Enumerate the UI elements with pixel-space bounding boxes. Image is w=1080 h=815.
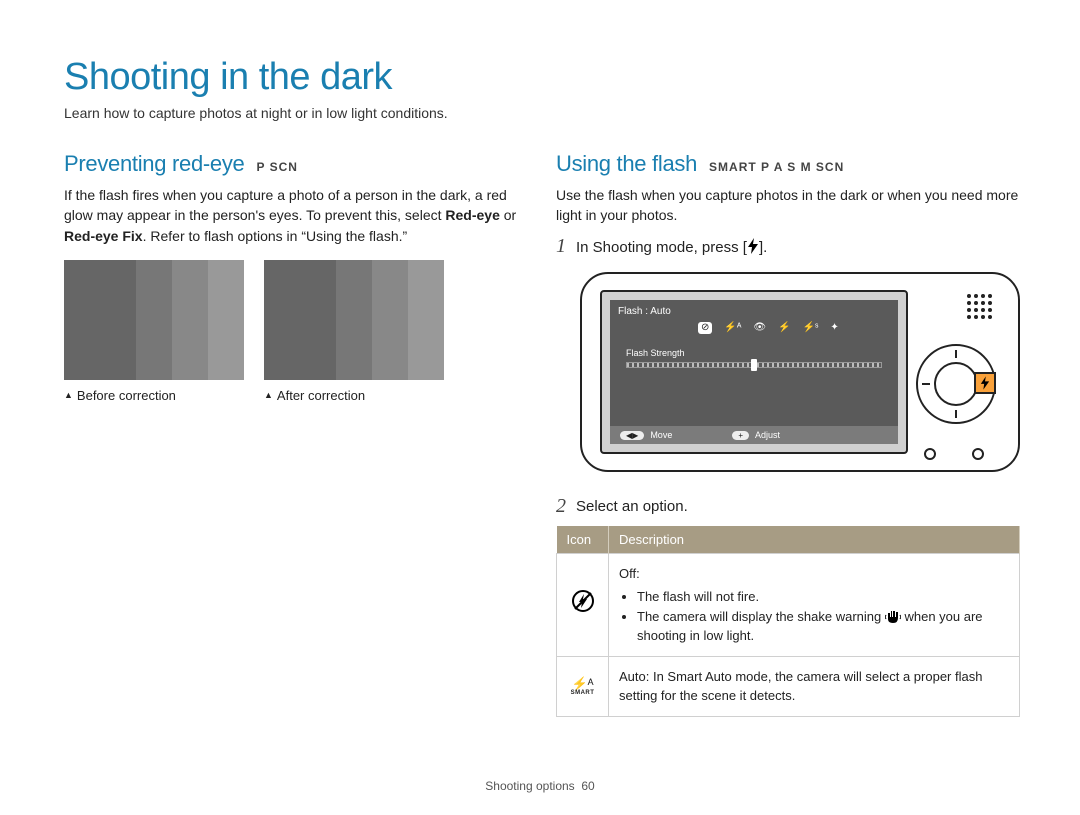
photo-before-block: ▲ Before correction (64, 260, 244, 403)
dpad-down-icon (955, 410, 957, 418)
table-header-description: Description (609, 526, 1020, 554)
table-header-row: Icon Description (557, 526, 1020, 554)
red-eye-body: If the flash fires when you capture a ph… (64, 185, 520, 246)
mode-tags-red-eye: P SCN (256, 160, 297, 174)
option-auto-description: Auto: In Smart Auto mode, the camera wil… (609, 656, 1020, 716)
step-2-text: Select an option. (576, 496, 688, 515)
dpad-ring (916, 344, 996, 424)
step-1: 1 In Shooting mode, press []. (556, 236, 1020, 258)
flash-auto-icon: ⚡ᴬ (724, 322, 741, 333)
lcd-adjust-hint: + Adjust (732, 430, 780, 440)
column-left: Preventing red-eye P SCN If the flash fi… (64, 151, 520, 717)
table-header-icon: Icon (557, 526, 609, 554)
step-number: 1 (556, 236, 566, 256)
photo-before (64, 260, 244, 380)
camera-lcd-frame: Flash : Auto ⊘ ⚡ᴬ 👁 ⚡ ⚡ˢ ✦ Flash Strengt… (600, 290, 908, 454)
dpad-center (934, 362, 978, 406)
triangle-icon: ▲ (264, 390, 273, 400)
heading-red-eye: Preventing red-eye (64, 151, 244, 177)
page-subtitle: Learn how to capture photos at night or … (64, 105, 1020, 121)
flash-icon (980, 376, 990, 390)
section-head-red-eye: Preventing red-eye P SCN (64, 151, 520, 177)
option-off-title: Off (619, 566, 636, 581)
dpad-flash-button-highlight (974, 372, 996, 394)
example-photo-row: ▲ Before correction ▲ After correction (64, 260, 520, 403)
table-row: Off: The flash will not fire. The camera… (557, 553, 1020, 656)
footer-page-number: 60 (581, 779, 594, 793)
caption-before-text: Before correction (77, 388, 176, 403)
option-auto-icon: ⚡ᴬSMART (557, 656, 609, 716)
step-number: 2 (556, 496, 566, 516)
flash-redeye-fix-icon: ✦ (830, 322, 838, 333)
camera-button-2 (972, 448, 984, 460)
option-off-bullet-2: The camera will display the shake warnin… (637, 607, 1009, 646)
table-row: ⚡ᴬSMART Auto: In Smart Auto mode, the ca… (557, 656, 1020, 716)
camera-button-1 (924, 448, 936, 460)
option-off-bullet-1: The flash will not fire. (637, 587, 1009, 607)
lcd-move-label: Move (650, 430, 672, 440)
text: or (500, 207, 516, 223)
steps-list: 1 In Shooting mode, press []. (556, 236, 1020, 258)
text: The camera will display the shake warnin… (637, 609, 885, 624)
page-title: Shooting in the dark (64, 56, 1020, 99)
caption-after-text: After correction (277, 388, 365, 403)
option-off-description: Off: The flash will not fire. The camera… (609, 553, 1020, 656)
lcd-bottom-bar: ◀▶ Move + Adjust (610, 426, 898, 444)
camera-lcd: Flash : Auto ⊘ ⚡ᴬ 👁 ⚡ ⚡ˢ ✦ Flash Strengt… (610, 300, 898, 444)
lcd-flash-strength-label: Flash Strength (626, 348, 685, 358)
caption-after: ▲ After correction (264, 388, 444, 403)
mode-tags-flash: SMART P A S M SCN (709, 160, 844, 174)
column-right: Using the flash SMART P A S M SCN Use th… (556, 151, 1020, 717)
lcd-flash-strength-marker (751, 359, 757, 371)
flash-off-icon: ⊘ (698, 322, 712, 334)
lcd-title: Flash : Auto (618, 306, 671, 317)
arrow-icon: ◀▶ (620, 431, 644, 440)
text-bold: Red-eye (445, 207, 499, 223)
photo-after (264, 260, 444, 380)
section-head-flash: Using the flash SMART P A S M SCN (556, 151, 1020, 177)
triangle-icon: ▲ (64, 390, 73, 400)
heading-flash: Using the flash (556, 151, 697, 177)
text: In Shooting mode, press [ (576, 239, 747, 256)
text: If the flash fires when you capture a ph… (64, 187, 507, 223)
flash-redeye-icon: 👁 (753, 322, 766, 333)
step-1-text: In Shooting mode, press []. (576, 236, 767, 258)
option-off-icon (557, 553, 609, 656)
dpad-left-icon (922, 383, 930, 385)
lcd-move-hint: ◀▶ Move (620, 430, 672, 440)
step-2: 2 Select an option. (556, 496, 1020, 516)
photo-after-block: ▲ After correction (264, 260, 444, 403)
plus-icon: + (732, 431, 749, 440)
shake-warning-icon (885, 609, 901, 625)
dpad-up-icon (955, 350, 957, 358)
text-bold: Red-eye Fix (64, 228, 143, 244)
footer-section: Shooting options (485, 779, 574, 793)
flash-intro: Use the flash when you capture photos in… (556, 185, 1020, 226)
text: . Refer to flash options in “Using the f… (143, 228, 408, 244)
lcd-flash-mode-bar: ⊘ ⚡ᴬ 👁 ⚡ ⚡ˢ ✦ (698, 322, 839, 334)
flash-slow-icon: ⚡ˢ (803, 322, 819, 333)
lcd-adjust-label: Adjust (755, 430, 780, 440)
caption-before: ▲ Before correction (64, 388, 244, 403)
flash-icon (747, 238, 759, 258)
camera-buttons (924, 448, 984, 460)
page: Shooting in the dark Learn how to captur… (0, 0, 1080, 815)
option-auto-title: Auto (619, 669, 646, 684)
flash-options-table: Icon Description Off: The flash will not… (556, 526, 1020, 717)
option-auto-text: : In Smart Auto mode, the camera will se… (619, 669, 982, 704)
camera-diagram: Flash : Auto ⊘ ⚡ᴬ 👁 ⚡ ⚡ˢ ✦ Flash Strengt… (580, 272, 1020, 472)
speaker-grille (967, 294, 992, 319)
page-footer: Shooting options 60 (0, 779, 1080, 793)
content-columns: Preventing red-eye P SCN If the flash fi… (64, 151, 1020, 717)
flash-fill-icon: ⚡ (778, 322, 790, 333)
text: ]. (759, 239, 767, 256)
